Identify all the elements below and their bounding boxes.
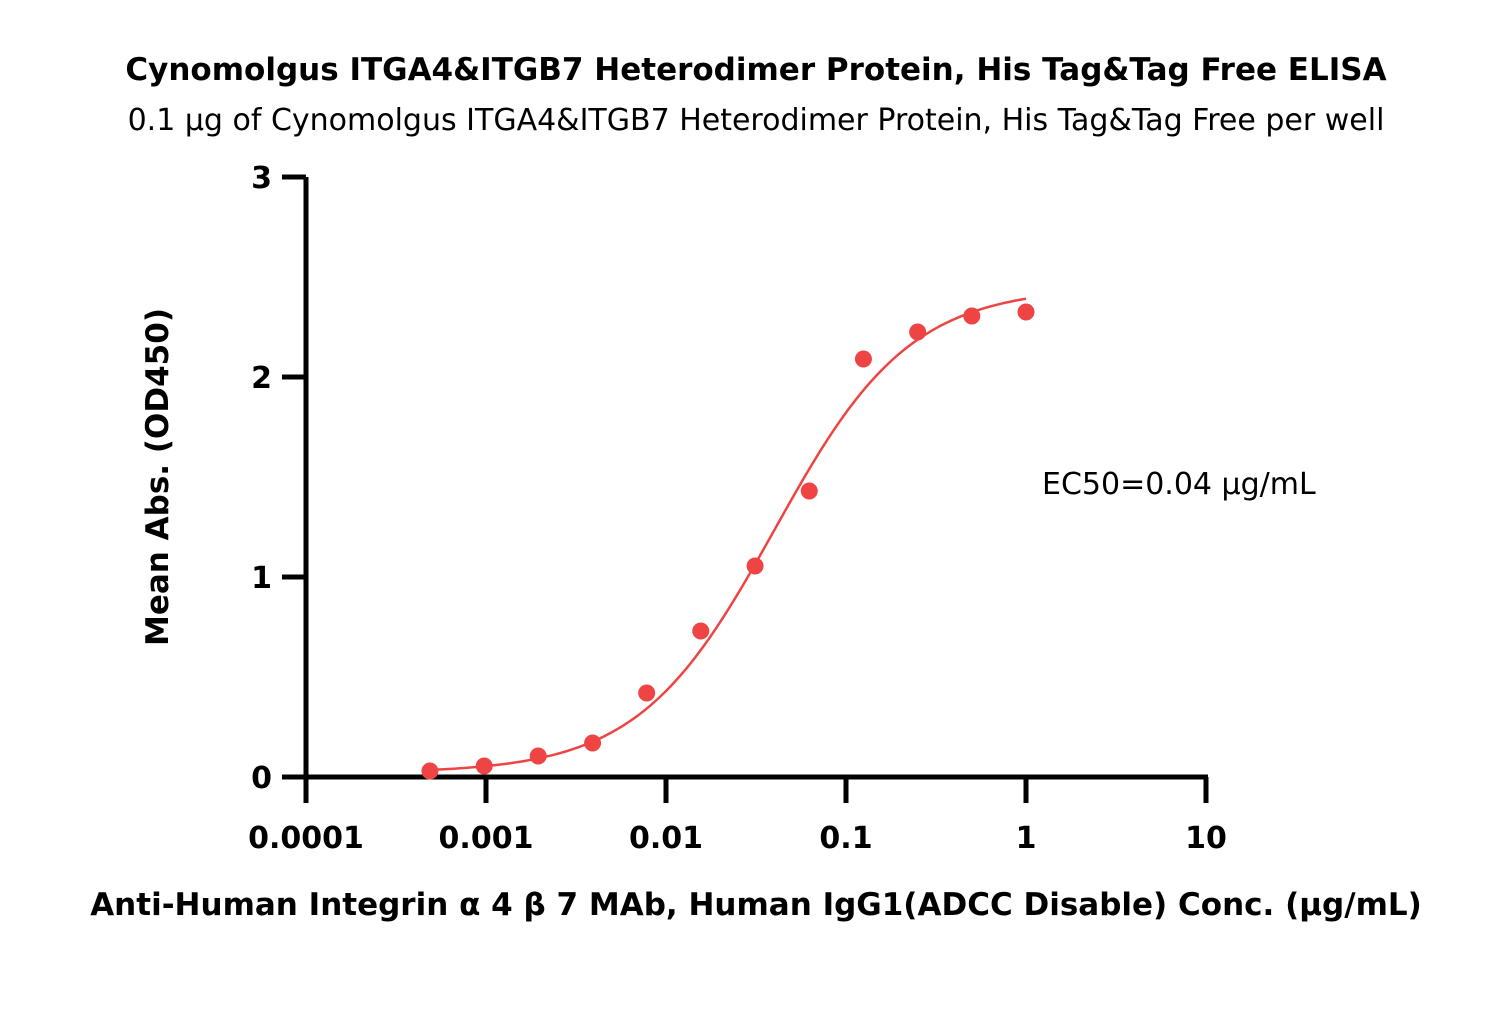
x-tick-label: 10 <box>1185 821 1227 856</box>
fit-curve <box>429 297 1027 772</box>
y-axis-ticks: 0 1 2 3 <box>251 161 306 796</box>
data-point <box>963 307 981 325</box>
x-tick-label: 0.01 <box>629 821 703 856</box>
y-tick-label: 1 <box>251 561 272 596</box>
axes <box>303 177 1208 780</box>
x-tick-label: 0.0001 <box>248 821 364 856</box>
data-point <box>800 482 818 500</box>
y-tick-label: 2 <box>251 361 272 396</box>
y-axis-label: Mean Abs. (OD450) <box>140 308 176 646</box>
data-point <box>638 684 656 702</box>
data-point <box>746 557 764 575</box>
data-point <box>421 762 439 780</box>
x-tick-label: 1 <box>1016 821 1037 856</box>
ec50-annotation: EC50=0.04 μg/mL <box>1042 467 1316 502</box>
y-tick-label: 3 <box>251 161 272 196</box>
data-point <box>854 350 872 368</box>
x-axis-label: Anti-Human Integrin α 4 β 7 MAb, Human I… <box>90 887 1422 923</box>
x-tick-label: 0.001 <box>439 821 534 856</box>
data-points <box>421 303 1035 780</box>
data-point <box>909 323 927 341</box>
chart-title: Cynomolgus ITGA4&ITGB7 Heterodimer Prote… <box>125 52 1386 88</box>
data-point <box>475 757 493 775</box>
data-point <box>529 747 547 765</box>
data-point <box>1017 303 1035 321</box>
chart-subtitle: 0.1 μg of Cynomolgus ITGA4&ITGB7 Heterod… <box>128 103 1385 138</box>
data-point <box>692 622 710 640</box>
x-tick-label: 0.1 <box>819 821 872 856</box>
data-point <box>584 734 602 752</box>
x-axis-ticks: 0.0001 0.001 0.01 0.1 1 10 <box>248 777 1227 856</box>
y-tick-label: 0 <box>251 761 272 796</box>
